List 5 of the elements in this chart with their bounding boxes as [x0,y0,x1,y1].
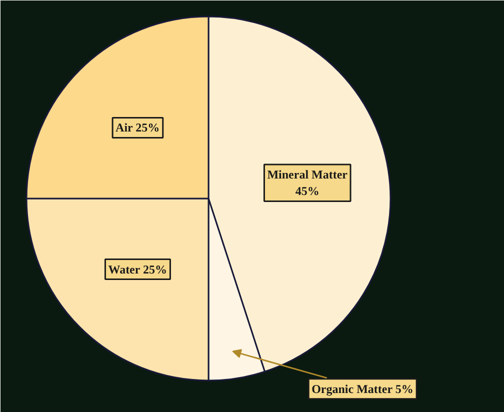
slice-label: Organic Matter 5% [312,382,414,396]
slice-label: Water 25% [108,262,168,276]
data-label: 45% [295,184,320,198]
slice-label: Air 25% [116,120,160,135]
slice-label: Mineral Matter [267,167,348,182]
